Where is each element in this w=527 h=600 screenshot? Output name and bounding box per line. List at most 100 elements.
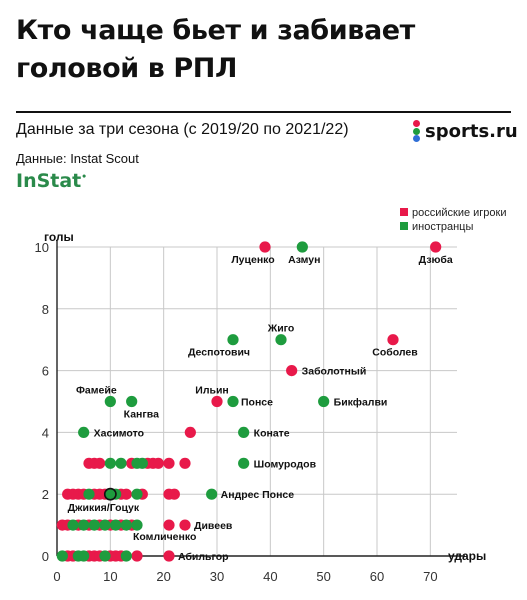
instat-logo: InStat•	[16, 170, 87, 192]
data-point	[275, 334, 287, 346]
data-point	[78, 426, 90, 438]
sports-ru-text: sports.ru	[425, 120, 518, 142]
x-axis-label: удары	[448, 549, 486, 563]
data-source: Данные: Instat Scout	[16, 151, 139, 166]
instat-logo-dot: •	[81, 172, 88, 183]
point-label: Джикия/Гоцук	[68, 502, 140, 514]
data-point	[238, 426, 250, 438]
tick-labels: 0 10 20 30 40 50 60 70 0 2 4 6 8 10	[35, 240, 438, 584]
point-label: Луценко	[231, 254, 274, 266]
data-point	[163, 457, 175, 469]
data-point	[131, 550, 143, 562]
data-point	[430, 241, 442, 253]
point-label: Заболотный	[302, 366, 367, 378]
y-tick-label: 8	[42, 302, 49, 317]
data-point	[211, 395, 223, 408]
legend-swatch	[400, 222, 408, 230]
point-label: Соболев	[372, 347, 418, 359]
data-point	[110, 519, 122, 531]
title-divider	[16, 111, 511, 113]
data-point	[259, 241, 271, 253]
y-tick-label: 2	[42, 487, 49, 502]
data-point	[179, 457, 191, 469]
point-label: Жиго	[267, 323, 295, 335]
point-label: Кангва	[124, 409, 159, 421]
data-point	[318, 395, 330, 408]
point-label: Дивеев	[194, 520, 233, 532]
point-label: Дзюба	[419, 254, 453, 266]
y-tick-label: 4	[42, 425, 49, 440]
data-point	[67, 519, 79, 531]
legend-swatch	[400, 208, 408, 216]
data-point	[83, 488, 95, 500]
instat-logo-text: InStat	[16, 170, 82, 192]
data-point	[99, 519, 111, 531]
x-tick-label: 40	[263, 569, 277, 584]
sports-ru-dots-icon	[412, 120, 422, 142]
data-point	[115, 457, 127, 469]
sports-ru-logo: sports.ru	[412, 120, 518, 142]
x-tick-label: 30	[210, 569, 224, 584]
data-point	[120, 488, 132, 500]
logo-dot-green	[413, 128, 420, 135]
point-label: Хасимото	[94, 427, 144, 439]
x-tick-label: 70	[423, 569, 437, 584]
legend-entry: российские игроки	[412, 207, 507, 219]
data-point	[227, 395, 239, 408]
data-point	[206, 488, 218, 500]
data-point	[131, 488, 143, 500]
data-point	[184, 426, 196, 438]
logo-dot-red	[413, 120, 420, 127]
point-label: Деспотович	[188, 347, 250, 359]
x-tick-label: 20	[156, 569, 170, 584]
x-tick-label: 0	[53, 569, 60, 584]
point-label: Шомуродов	[254, 458, 317, 470]
y-tick-label: 10	[35, 240, 49, 255]
point-label: Бикфалви	[334, 397, 388, 409]
point-label: Азмун	[288, 254, 320, 266]
data-points	[56, 241, 442, 562]
data-point	[78, 550, 90, 562]
data-point	[88, 519, 100, 531]
data-point	[163, 550, 175, 562]
data-point	[131, 519, 143, 531]
data-point	[387, 334, 399, 346]
data-point	[120, 519, 132, 531]
data-point	[120, 550, 132, 562]
data-point	[99, 550, 111, 562]
y-tick-label: 6	[42, 364, 49, 379]
logo-dot-blue	[413, 135, 420, 142]
data-point	[104, 395, 116, 408]
data-point	[78, 519, 90, 531]
data-point	[104, 457, 116, 469]
y-axis-label: голы	[44, 230, 74, 244]
chart-title: Кто чаще бьет и забивает головой в РПЛ	[16, 12, 415, 88]
x-tick-label: 60	[370, 569, 384, 584]
x-tick-label: 10	[103, 569, 117, 584]
point-label: Андрес Понсе	[221, 489, 295, 501]
point-labels: Луценко Дзюба Соболев Заболотный Ильин Дивеев…	[68, 254, 453, 563]
data-point	[94, 457, 106, 469]
data-point	[168, 488, 180, 500]
data-point	[152, 457, 164, 469]
point-label: Конате	[254, 427, 290, 439]
title-line-1: Кто чаще бьет и забивает	[16, 15, 415, 46]
data-point	[126, 395, 138, 408]
data-point	[136, 457, 148, 469]
data-point	[238, 457, 250, 469]
chart-subtitle: Данные за три сезона (с 2019/20 по 2021/…	[16, 121, 349, 138]
data-point	[286, 365, 298, 377]
data-point	[163, 519, 175, 531]
data-point	[56, 550, 68, 562]
y-tick-label: 0	[42, 549, 49, 564]
title-line-2: головой в РПЛ	[16, 53, 238, 84]
point-label: Фамейе	[76, 385, 117, 397]
data-point	[296, 241, 308, 253]
data-point	[227, 334, 239, 346]
point-label: Абильгор	[178, 551, 229, 563]
legend-entry: иностранцы	[412, 221, 473, 233]
data-point	[103, 487, 117, 501]
point-label: Ильин	[195, 385, 228, 397]
